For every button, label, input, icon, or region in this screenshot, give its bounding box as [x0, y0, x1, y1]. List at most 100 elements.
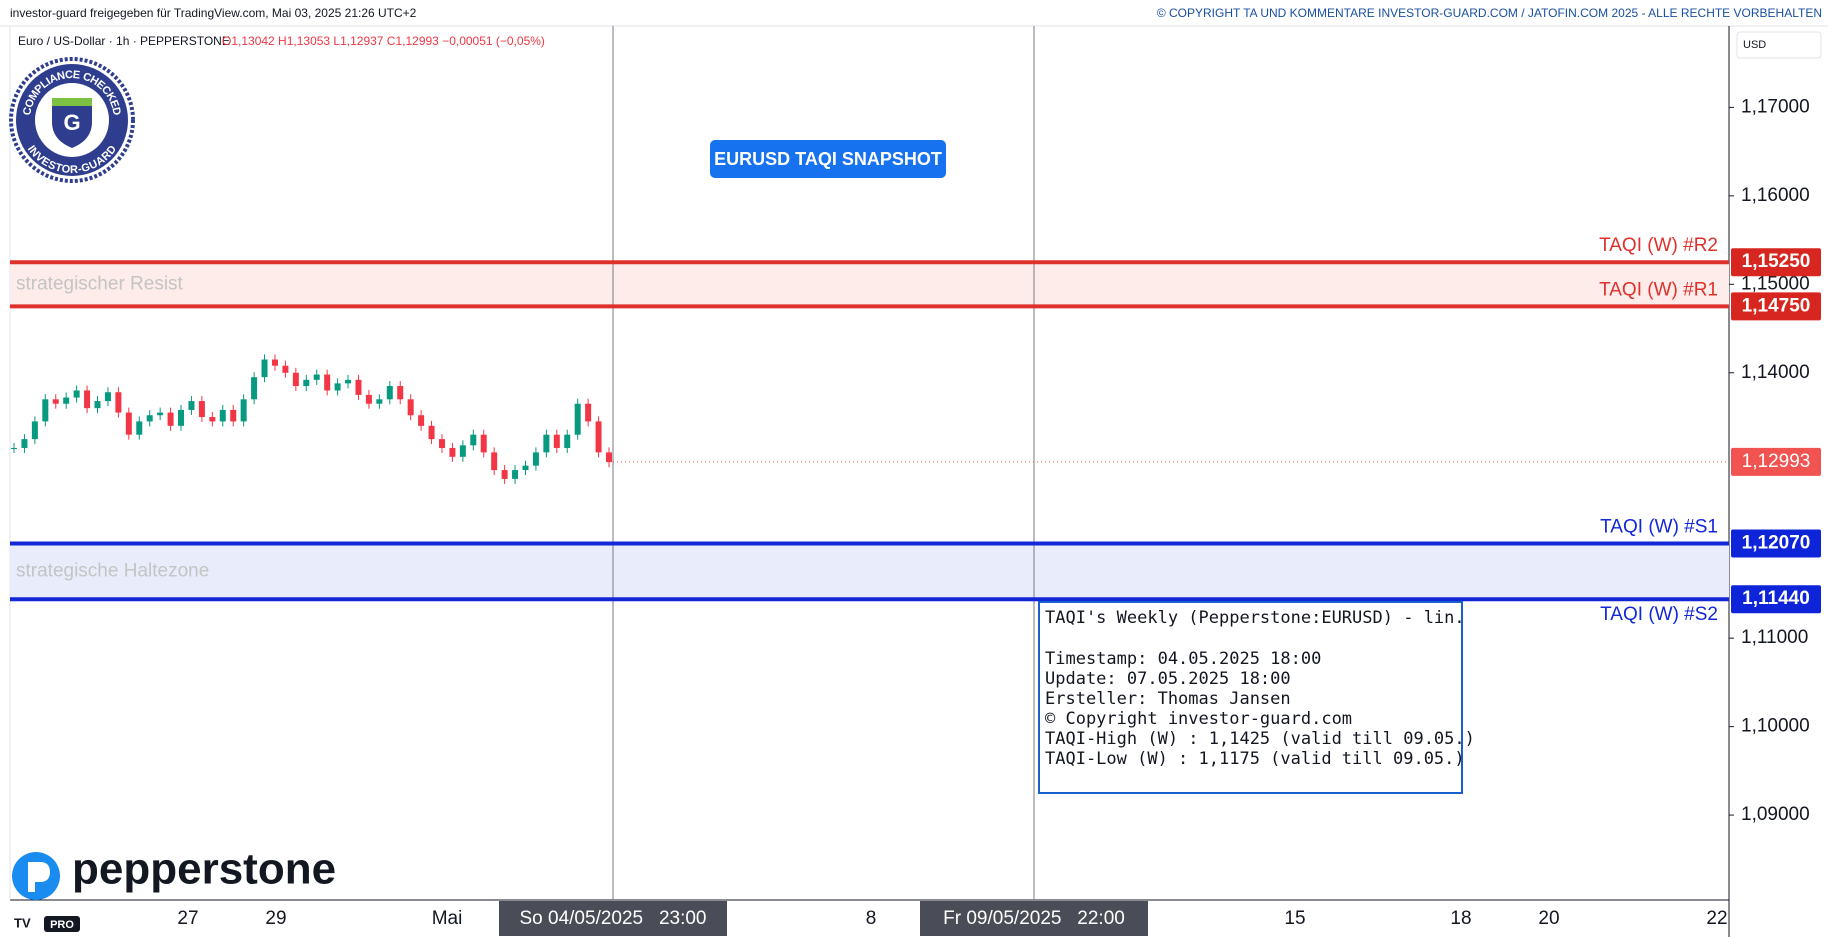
- candle: [104, 392, 111, 402]
- candle: [595, 421, 602, 453]
- badge: G COMPLIANCE CHECKED INVESTOR-GUARD: [9, 57, 135, 183]
- candle: [292, 372, 299, 387]
- candle: [42, 399, 49, 422]
- candle: [271, 359, 278, 366]
- badge-shield-top: [52, 98, 92, 106]
- candle: [459, 445, 466, 457]
- x-label-box: [499, 901, 727, 936]
- candle: [251, 377, 258, 400]
- candle: [397, 386, 404, 400]
- candle: [585, 403, 592, 422]
- info-line: Update: 07.05.2025 18:00: [1045, 669, 1291, 689]
- zone: [10, 543, 1729, 600]
- candle: [543, 434, 550, 453]
- candle: [334, 383, 341, 391]
- plan-box: [44, 916, 80, 932]
- logo-icon-glyph: [28, 862, 50, 892]
- candle: [418, 415, 425, 426]
- candle: [115, 392, 122, 413]
- candle: [553, 434, 560, 448]
- candle: [376, 399, 383, 404]
- info-line: © Copyright investor-guard.com: [1045, 709, 1352, 729]
- candle: [219, 409, 226, 422]
- y-tick-label: 1,17000: [1741, 96, 1810, 117]
- level-name: TAQI (W) #S1: [1600, 517, 1718, 538]
- zone-label: strategischer Resist: [16, 273, 184, 294]
- y-tick-label: 1,15000: [1741, 273, 1810, 294]
- badge-mark: G: [63, 110, 80, 135]
- info-line: Timestamp: 04.05.2025 18:00: [1045, 649, 1321, 669]
- candle: [261, 359, 268, 378]
- level-price: 1,15250: [1742, 251, 1811, 272]
- last-price: 1,12993: [1742, 451, 1811, 472]
- candle: [52, 399, 59, 404]
- level-price-box: [1731, 585, 1821, 614]
- candle: [355, 379, 362, 395]
- y-tick-label: 1,11000: [1741, 627, 1808, 648]
- candle: [407, 399, 414, 416]
- candle: [532, 452, 539, 466]
- candle: [574, 403, 581, 435]
- logo-name: pepperstone: [72, 845, 336, 894]
- x-label-box: [920, 901, 1148, 936]
- candle: [188, 401, 195, 410]
- x-tick-label: 8: [866, 908, 877, 929]
- y-tick-label: 1,09000: [1741, 804, 1810, 825]
- y-tick-label: 1,14000: [1741, 362, 1810, 383]
- x-tick-label: 29: [265, 908, 286, 929]
- candle: [365, 394, 372, 404]
- candle: [209, 417, 216, 422]
- candle: [94, 401, 101, 409]
- candle: [449, 447, 456, 457]
- candle: [324, 374, 331, 391]
- candle: [136, 421, 143, 435]
- candle: [282, 365, 289, 373]
- x-tick-label: 15: [1284, 908, 1305, 929]
- candle: [438, 439, 445, 448]
- x-tick-label: 27: [177, 908, 198, 929]
- zone: [10, 262, 1729, 307]
- ohlc: O1,13042 H1,13053 L1,12937 C1,12993 −0,0…: [222, 34, 545, 48]
- candle: [386, 386, 393, 400]
- info-box-frame: [1038, 601, 1463, 794]
- candle: [73, 390, 80, 398]
- candle: [178, 409, 185, 426]
- currency-box: [1736, 31, 1822, 59]
- info-line: TAQI-Low (W) : 1,1175 (valid till 09.05.…: [1045, 749, 1465, 769]
- candle: [501, 470, 508, 479]
- symbol: Euro / US-Dollar · 1h · PEPPERSTONE: [18, 34, 230, 48]
- x-tick-label: 18: [1450, 908, 1471, 929]
- candle: [345, 379, 352, 384]
- candle: [157, 412, 164, 416]
- level-price: 1,12070: [1742, 533, 1811, 554]
- level-price-box: [1731, 248, 1821, 277]
- badge-shield: [52, 98, 92, 148]
- chart-title: EURUSD TAQI SNAPSHOT: [714, 149, 942, 169]
- plan: PRO: [50, 919, 74, 931]
- candle: [125, 412, 132, 435]
- info-heading: TAQI's Weekly (Pepperstone:EURUSD) - lin…: [1045, 608, 1465, 628]
- last-price-box: [1731, 447, 1821, 476]
- y-tick-label: 1,10000: [1741, 716, 1810, 737]
- candle: [512, 470, 519, 479]
- x-tick-label: So 04/05/2025 23:00: [520, 908, 707, 929]
- x-tick-label: 20: [1538, 908, 1559, 929]
- candle: [303, 379, 310, 387]
- level-name: TAQI (W) #R1: [1599, 279, 1718, 300]
- header-right: © COPYRIGHT TA UND KOMMENTARE INVESTOR-G…: [1157, 6, 1822, 20]
- candle: [564, 434, 571, 448]
- level-name: TAQI (W) #S2: [1600, 604, 1718, 625]
- level-name: TAQI (W) #R2: [1599, 235, 1718, 256]
- header-left: investor-guard freigegeben für TradingVi…: [10, 6, 417, 20]
- candle: [491, 452, 498, 471]
- candle: [84, 390, 91, 409]
- y-tick-label: 1,16000: [1741, 185, 1810, 206]
- level-price-box: [1731, 292, 1821, 321]
- info-line: Ersteller: Thomas Jansen: [1045, 689, 1291, 709]
- candle: [313, 374, 320, 380]
- x-tick-label: Mai: [432, 908, 463, 929]
- candle: [146, 415, 153, 422]
- candle: [428, 425, 435, 440]
